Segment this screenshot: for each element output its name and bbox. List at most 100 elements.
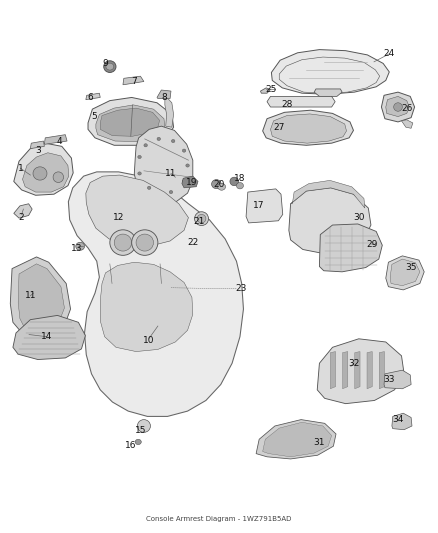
Text: 1: 1 [18, 164, 23, 173]
Text: 7: 7 [131, 77, 137, 86]
Text: 27: 27 [274, 123, 285, 132]
Ellipse shape [106, 63, 114, 70]
Text: 30: 30 [353, 213, 364, 222]
Ellipse shape [194, 212, 208, 225]
Text: 25: 25 [266, 85, 277, 94]
Ellipse shape [110, 230, 136, 255]
Ellipse shape [182, 180, 186, 183]
Polygon shape [343, 352, 348, 389]
Ellipse shape [138, 156, 141, 159]
Ellipse shape [157, 138, 160, 141]
Polygon shape [267, 96, 335, 107]
Text: 32: 32 [348, 359, 359, 368]
Text: 33: 33 [384, 375, 395, 384]
Text: 14: 14 [41, 332, 52, 341]
Polygon shape [386, 256, 424, 290]
Polygon shape [100, 262, 193, 352]
Ellipse shape [212, 180, 221, 189]
Ellipse shape [138, 419, 150, 432]
Ellipse shape [53, 172, 64, 182]
Ellipse shape [237, 182, 244, 189]
Ellipse shape [186, 164, 189, 167]
Text: 35: 35 [405, 263, 417, 272]
Polygon shape [96, 105, 165, 142]
Text: 12: 12 [113, 213, 124, 222]
Ellipse shape [136, 234, 153, 251]
Text: 16: 16 [125, 441, 137, 450]
Text: 9: 9 [102, 59, 108, 68]
Text: 6: 6 [87, 93, 93, 102]
Polygon shape [330, 352, 336, 389]
Ellipse shape [76, 243, 85, 251]
Text: 18: 18 [234, 174, 246, 183]
Polygon shape [123, 76, 144, 85]
Polygon shape [381, 92, 415, 122]
Text: 11: 11 [25, 291, 36, 300]
Polygon shape [88, 98, 173, 146]
Ellipse shape [138, 172, 141, 175]
Polygon shape [290, 180, 365, 208]
Ellipse shape [230, 177, 239, 185]
Polygon shape [86, 93, 100, 100]
Polygon shape [18, 264, 64, 336]
Ellipse shape [114, 234, 132, 251]
Text: 2: 2 [19, 213, 25, 222]
Polygon shape [182, 176, 198, 188]
Polygon shape [384, 370, 411, 389]
Text: 23: 23 [235, 284, 247, 293]
Text: 8: 8 [162, 93, 167, 102]
Polygon shape [263, 422, 332, 457]
Polygon shape [271, 114, 346, 143]
Polygon shape [319, 224, 382, 272]
Text: 15: 15 [134, 426, 146, 435]
Polygon shape [86, 175, 188, 246]
Text: Console Armrest Diagram - 1WZ791B5AD: Console Armrest Diagram - 1WZ791B5AD [146, 516, 292, 522]
Text: 20: 20 [213, 180, 225, 189]
Ellipse shape [135, 439, 141, 445]
Ellipse shape [140, 422, 148, 430]
Polygon shape [256, 419, 336, 459]
Polygon shape [13, 316, 85, 360]
Ellipse shape [104, 61, 116, 72]
Polygon shape [263, 110, 353, 146]
Text: 4: 4 [57, 137, 63, 146]
Ellipse shape [394, 103, 403, 111]
Polygon shape [22, 153, 69, 192]
Polygon shape [100, 108, 159, 136]
Text: 10: 10 [143, 336, 155, 345]
Ellipse shape [182, 149, 186, 152]
Polygon shape [30, 141, 44, 149]
Text: 28: 28 [281, 100, 292, 109]
Polygon shape [392, 413, 412, 430]
Polygon shape [165, 95, 173, 127]
Polygon shape [367, 352, 372, 389]
Polygon shape [14, 143, 73, 195]
Ellipse shape [144, 144, 148, 147]
Ellipse shape [33, 167, 47, 180]
Polygon shape [68, 172, 244, 416]
Ellipse shape [169, 190, 173, 193]
Text: 31: 31 [314, 439, 325, 448]
Polygon shape [44, 135, 67, 144]
Polygon shape [379, 352, 385, 389]
Polygon shape [11, 257, 71, 342]
Polygon shape [386, 96, 410, 117]
Polygon shape [261, 88, 271, 93]
Polygon shape [390, 259, 420, 286]
Text: 13: 13 [71, 245, 83, 254]
Ellipse shape [197, 214, 206, 223]
Polygon shape [314, 89, 342, 96]
Polygon shape [279, 57, 380, 93]
Text: 21: 21 [194, 217, 205, 226]
Polygon shape [317, 339, 404, 403]
Text: 22: 22 [187, 238, 198, 247]
Polygon shape [289, 188, 371, 254]
Text: 5: 5 [92, 111, 97, 120]
Polygon shape [402, 120, 413, 128]
Polygon shape [97, 196, 133, 225]
Text: 17: 17 [253, 201, 264, 210]
Ellipse shape [148, 186, 151, 189]
Text: 3: 3 [35, 146, 41, 155]
Text: 29: 29 [366, 240, 378, 249]
Text: 34: 34 [392, 415, 404, 424]
